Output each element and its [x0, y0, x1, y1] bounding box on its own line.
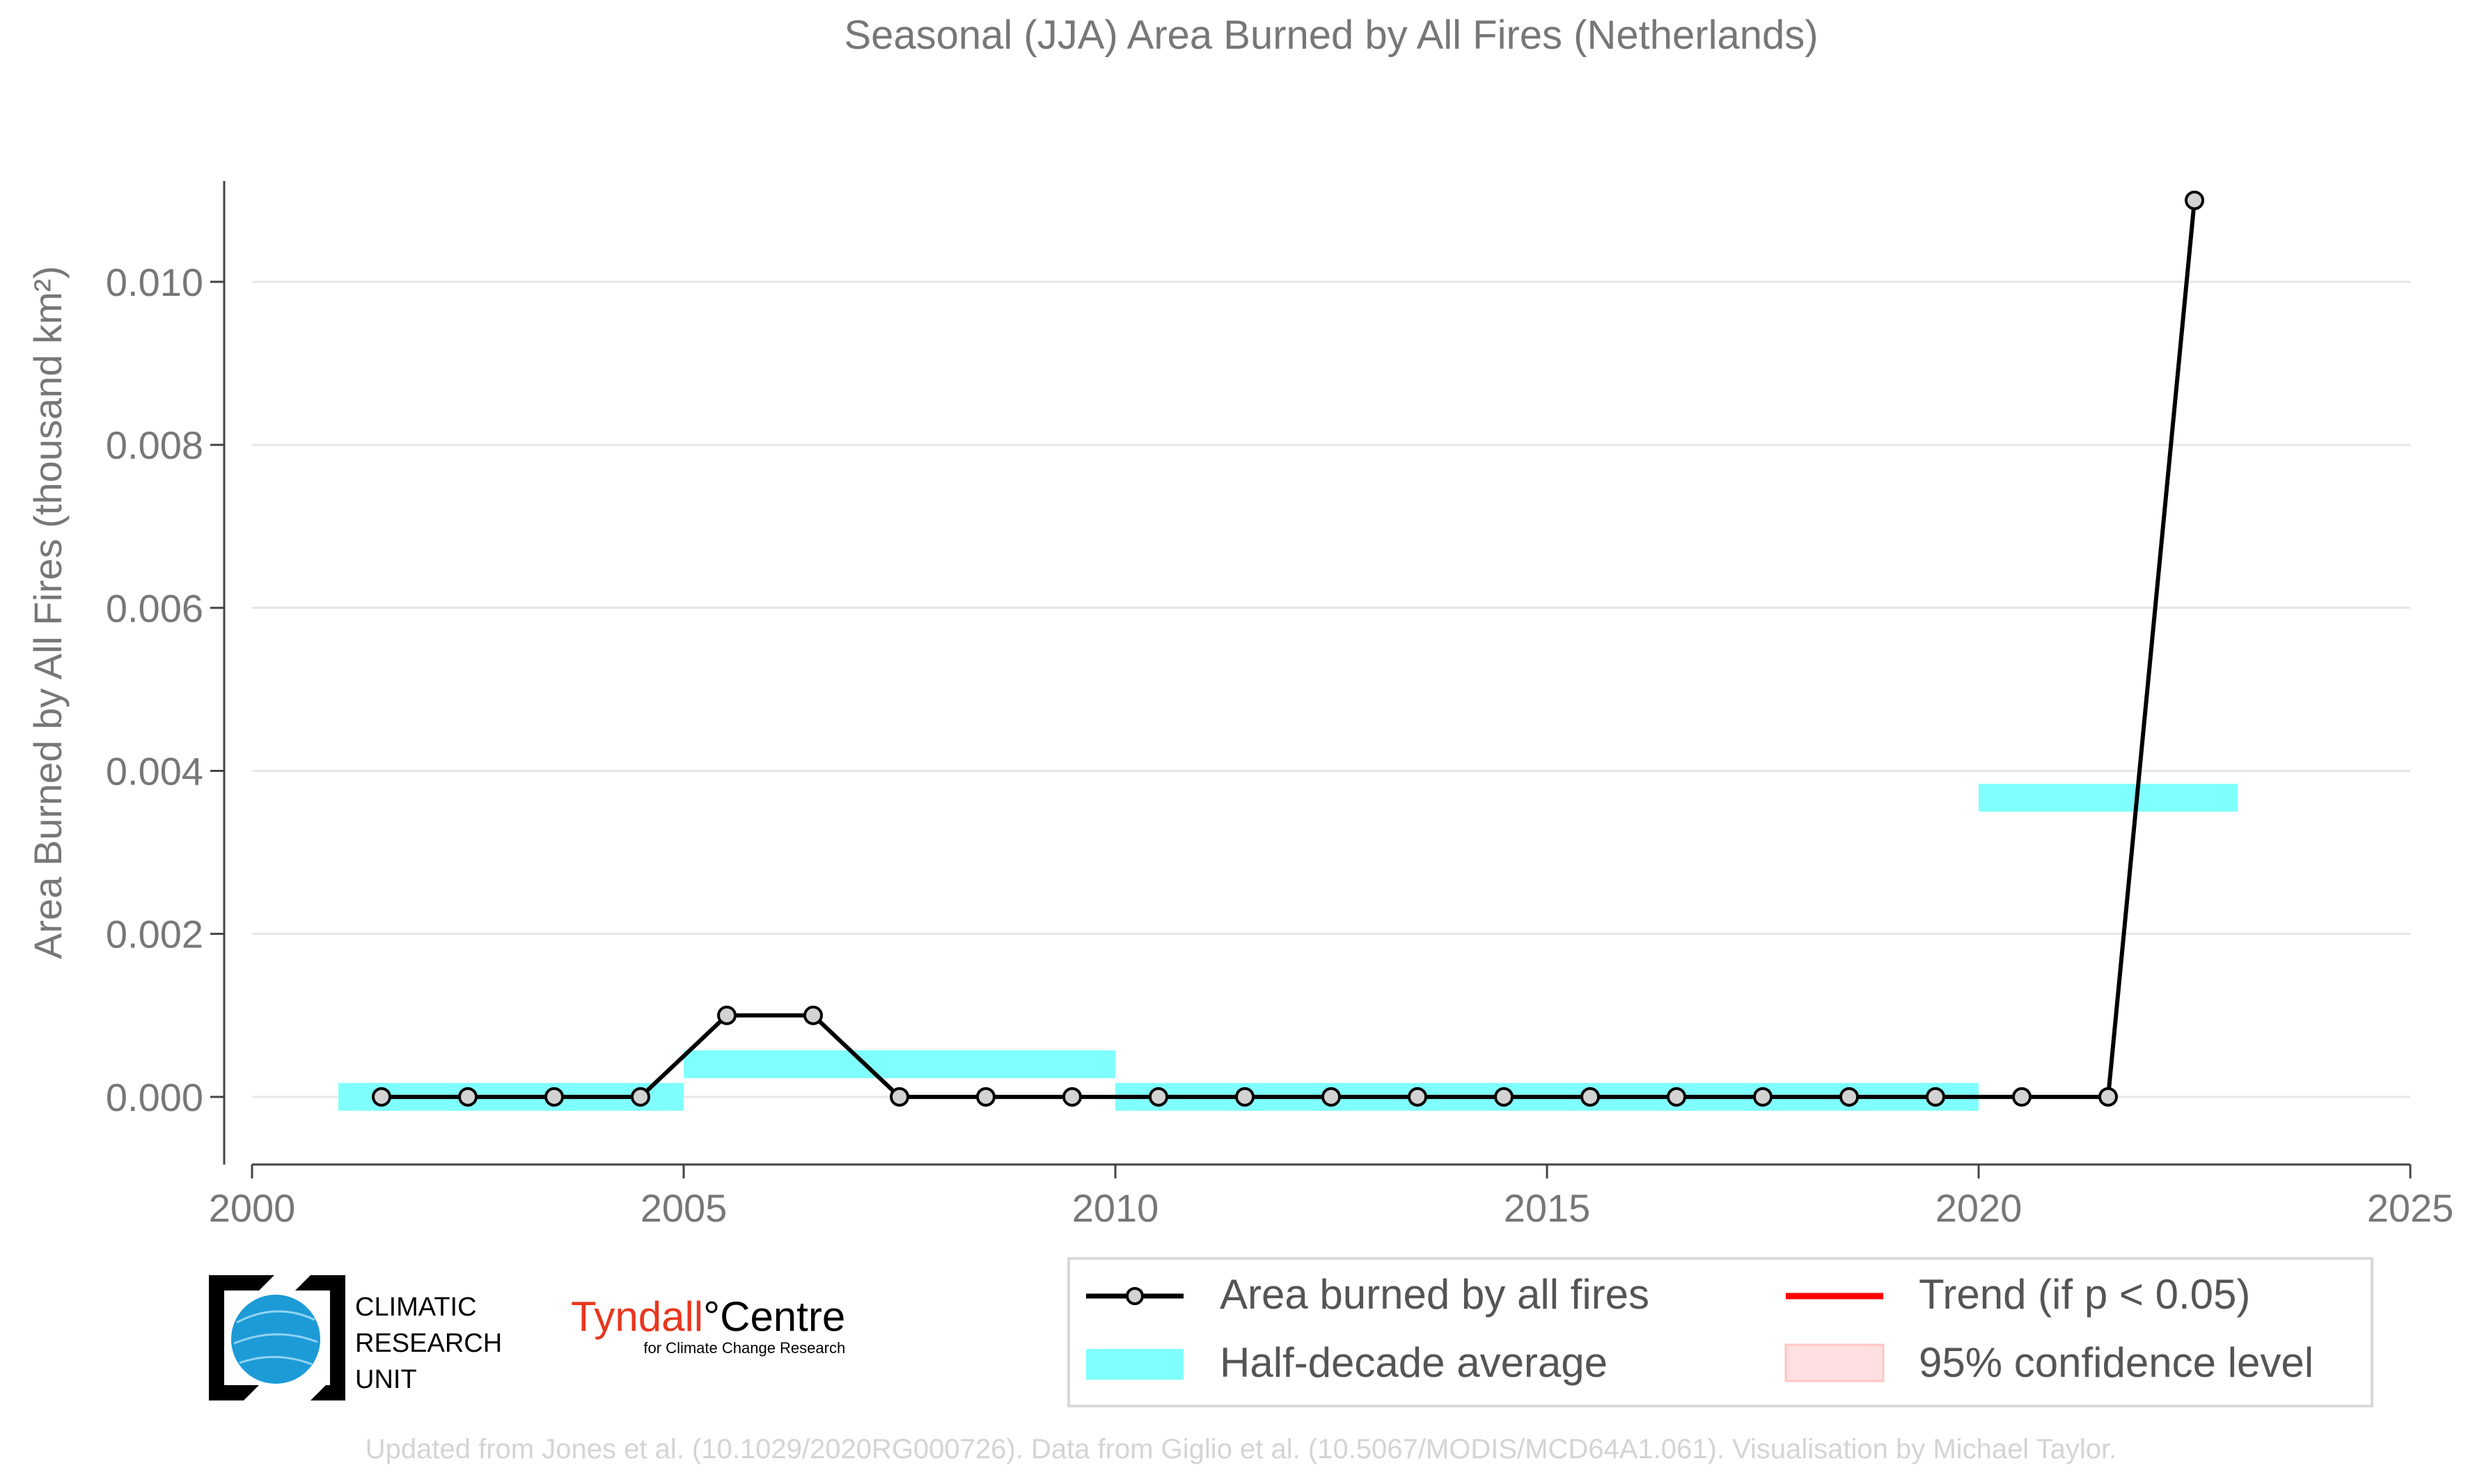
- data-point: [1408, 1087, 1427, 1107]
- data-point: [1062, 1087, 1082, 1107]
- cru-logo-text: CLIMATIC RESEARCH UNIT: [355, 1289, 502, 1398]
- half-decade-bands: [338, 784, 2238, 1111]
- data-point: [1321, 1087, 1341, 1107]
- tyndall-name-part1: Tyndall: [571, 1293, 704, 1340]
- data-point: [458, 1087, 478, 1107]
- data-point: [1926, 1087, 1945, 1107]
- legend-patch-icon: [1784, 1343, 1885, 1382]
- tyndall-name: Tyndall°Centre: [571, 1295, 845, 1339]
- tyndall-logo: Tyndall°Centre for Climate Change Resear…: [571, 1295, 845, 1357]
- tyndall-name-part2: Centre: [720, 1293, 846, 1340]
- data-point: [976, 1087, 996, 1107]
- data-point: [890, 1087, 909, 1107]
- data-point: [1494, 1087, 1514, 1107]
- y-tick-label: 0.000: [106, 1075, 203, 1119]
- data-point: [372, 1087, 391, 1107]
- y-tick-label: 0.006: [106, 586, 203, 630]
- data-point: [1580, 1087, 1600, 1107]
- y-tick-label: 0.010: [106, 260, 203, 304]
- data-point: [1667, 1087, 1686, 1107]
- half-decade-band: [684, 1050, 1115, 1078]
- legend-label: Area burned by all fires: [1220, 1271, 1649, 1318]
- y-tick-label: 0.002: [106, 913, 203, 956]
- legend-item-trend: Trend (if p < 0.05): [1786, 1271, 2250, 1318]
- x-tick-labels: 2000 2005 2010 2015 2020 2025: [209, 1186, 2454, 1230]
- data-point: [2012, 1087, 2032, 1107]
- data-point: [1839, 1087, 1859, 1107]
- cru-frame-icon: [209, 1275, 274, 1400]
- area-burned-line: [382, 200, 2197, 1099]
- series-line: [382, 200, 2197, 1099]
- series-points: [372, 190, 2204, 1107]
- data-point: [544, 1087, 564, 1107]
- cru-line: RESEARCH: [355, 1329, 503, 1358]
- legend: Area burned by all fires Trend (if p < 0…: [1067, 1257, 2373, 1407]
- axes: [210, 181, 2412, 1178]
- x-tick-label: 2010: [1072, 1186, 1159, 1230]
- legend-label: Half-decade average: [1220, 1339, 1608, 1386]
- globe-icon: [231, 1295, 320, 1384]
- x-tick-label: 2015: [1504, 1186, 1591, 1230]
- footer-credits: Updated from Jones et al. (10.1029/2020R…: [365, 1434, 2117, 1465]
- x-tick-label: 2025: [2367, 1186, 2454, 1230]
- data-point: [631, 1087, 650, 1107]
- data-point: [1149, 1087, 1168, 1107]
- data-point: [1753, 1087, 1773, 1107]
- legend-item-confidence: 95% confidence level: [1784, 1339, 2314, 1386]
- data-point: [803, 1005, 823, 1025]
- x-tick-label: 2020: [1935, 1186, 2022, 1230]
- legend-box: [1067, 1257, 2373, 1407]
- tyndall-subtitle: for Climate Change Research: [643, 1339, 846, 1357]
- chart-title: Seasonal (JJA) Area Burned by All Fires …: [844, 13, 1818, 58]
- data-point: [2185, 190, 2204, 210]
- y-tick-label: 0.008: [106, 423, 203, 467]
- half-decade-band: [1979, 784, 2238, 812]
- y-axis-label: Area Burned by All Fires (thousand km²): [26, 266, 70, 959]
- data-point: [1235, 1087, 1255, 1107]
- tyndall-degree: °: [703, 1293, 721, 1340]
- y-tick-label: 0.004: [106, 749, 203, 793]
- legend-item-half-decade: Half-decade average: [1086, 1339, 1608, 1386]
- legend-label: Trend (if p < 0.05): [1919, 1271, 2250, 1318]
- data-point: [2098, 1087, 2118, 1107]
- legend-item-area-burned: Area burned by all fires: [1086, 1271, 1649, 1318]
- x-tick-label: 2005: [641, 1186, 728, 1230]
- data-point: [717, 1005, 737, 1025]
- x-tick-label: 2000: [209, 1186, 296, 1230]
- grid: [252, 281, 2410, 1098]
- legend-label: 95% confidence level: [1919, 1339, 2314, 1386]
- cru-line: CLIMATIC: [355, 1293, 477, 1322]
- legend-band-icon: [1086, 1349, 1184, 1380]
- y-tick-labels: 0.000 0.002 0.004 0.006 0.008 0.010: [106, 260, 203, 1119]
- legend-marker-icon: [1126, 1287, 1144, 1305]
- cru-line: UNIT: [355, 1365, 417, 1394]
- cru-logo: [209, 1275, 345, 1400]
